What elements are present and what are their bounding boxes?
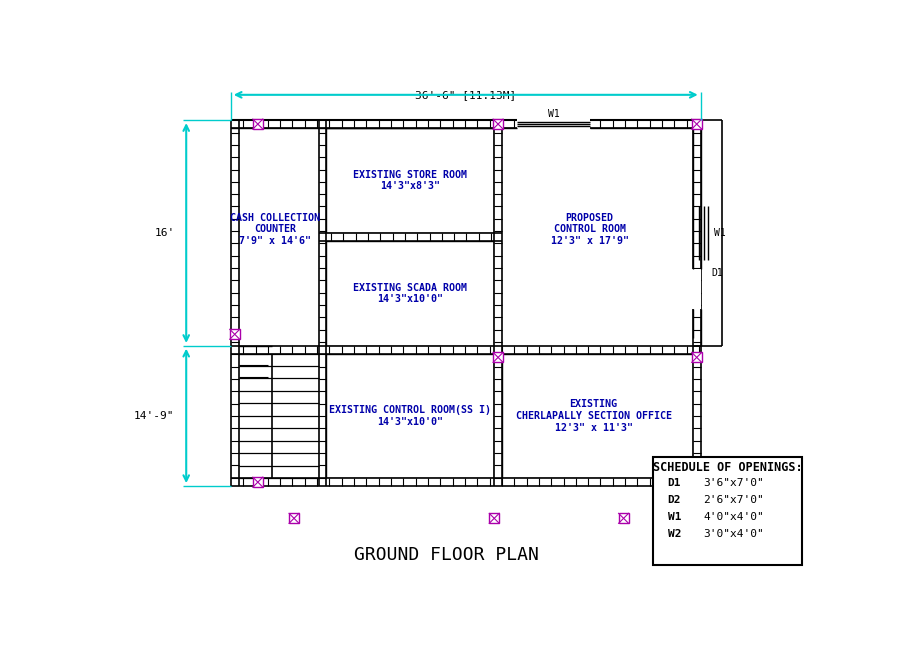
- Text: EXISTING STORE ROOM
14'3"x8'3": EXISTING STORE ROOM 14'3"x8'3": [353, 170, 468, 191]
- Bar: [289, 513, 299, 523]
- Bar: [493, 352, 503, 362]
- Bar: [231, 346, 701, 354]
- Bar: [493, 119, 503, 129]
- Bar: [494, 120, 502, 486]
- Text: D1: D1: [712, 269, 724, 278]
- Bar: [691, 119, 702, 129]
- Bar: [489, 513, 499, 523]
- Text: EXISTING CONTROL ROOM(SS I)
14'3"x10'0": EXISTING CONTROL ROOM(SS I) 14'3"x10'0": [329, 405, 492, 426]
- Text: D2: D2: [668, 495, 681, 505]
- Bar: [230, 329, 239, 339]
- Bar: [231, 120, 701, 128]
- Text: W2: W2: [668, 529, 681, 539]
- Bar: [326, 128, 494, 234]
- Text: 3'0"x4'0": 3'0"x4'0": [703, 529, 764, 539]
- Bar: [253, 477, 263, 487]
- Text: W1: W1: [668, 512, 681, 522]
- Bar: [619, 513, 628, 523]
- Bar: [231, 120, 238, 486]
- Bar: [253, 119, 263, 129]
- Bar: [653, 457, 802, 565]
- Text: 36'-6" [11.13M]: 36'-6" [11.13M]: [415, 90, 516, 100]
- Text: EXISTING
CHERLAPALLY SECTION OFFICE
12'3" x 11'3": EXISTING CHERLAPALLY SECTION OFFICE 12'3…: [515, 399, 671, 432]
- Bar: [231, 478, 701, 486]
- Bar: [693, 120, 701, 486]
- Text: CASH COLLECTION
COUNTER
7'9" x 14'6": CASH COLLECTION COUNTER 7'9" x 14'6": [230, 213, 320, 246]
- Bar: [502, 354, 693, 478]
- Text: W1: W1: [548, 109, 559, 119]
- Text: 2'6"x7'0": 2'6"x7'0": [703, 495, 764, 505]
- Text: 16': 16': [154, 228, 174, 238]
- Text: W1: W1: [714, 228, 726, 238]
- Bar: [517, 119, 591, 129]
- Bar: [326, 241, 494, 346]
- Text: PROPOSED
CONTROL ROOM
12'3" x 17'9": PROPOSED CONTROL ROOM 12'3" x 17'9": [551, 213, 629, 246]
- Text: GROUND FLOOR PLAN: GROUND FLOOR PLAN: [355, 546, 539, 564]
- Bar: [692, 269, 702, 309]
- Bar: [691, 352, 702, 362]
- Bar: [326, 354, 494, 478]
- Text: D1: D1: [668, 478, 681, 488]
- Bar: [319, 234, 502, 241]
- Text: 14'-9": 14'-9": [134, 411, 174, 421]
- Bar: [319, 120, 326, 486]
- Text: 4'0"x4'0": 4'0"x4'0": [703, 512, 764, 522]
- Text: EXISTING SCADA ROOM
14'3"x10'0": EXISTING SCADA ROOM 14'3"x10'0": [353, 283, 468, 304]
- Text: SCHEDULE OF OPENINGS:: SCHEDULE OF OPENINGS:: [653, 461, 802, 474]
- Text: 3'6"x7'0": 3'6"x7'0": [703, 478, 764, 488]
